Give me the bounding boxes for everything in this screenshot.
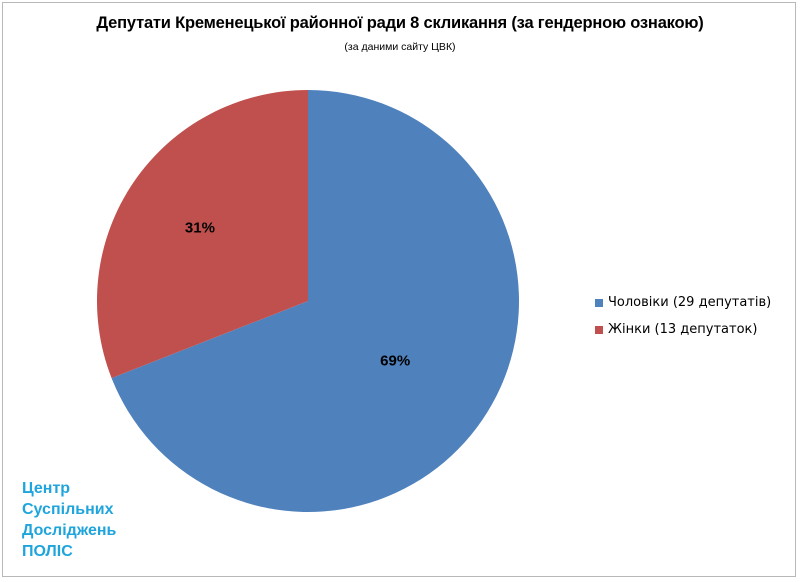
pie-slice-men — [111, 90, 520, 512]
pie-label-women: 31% — [185, 219, 215, 236]
pie-slice-women — [96, 90, 308, 379]
polis-watermark: Центр Суспільних Досліджень ПОЛІС — [22, 478, 116, 562]
pie-label-men: 69% — [380, 352, 410, 369]
chart-legend: Чоловіки (29 депутатів) Жінки (13 депута… — [595, 289, 771, 343]
legend-item-men: Чоловіки (29 депутатів) — [595, 289, 771, 316]
watermark-line-4: ПОЛІС — [22, 543, 73, 560]
chart-title: Депутати Кременецької районної ради 8 ск… — [96, 14, 704, 32]
legend-swatch-women — [595, 325, 603, 334]
watermark-line-1: Центр — [22, 480, 71, 497]
watermark-line-2: Суспільних — [22, 501, 114, 518]
chart-subtitle: (за даними сайту ЦВК) — [344, 41, 456, 53]
legend-label-women: Жінки (13 депутаток) — [608, 322, 758, 337]
watermark-line-3: Досліджень — [22, 522, 117, 539]
legend-swatch-men — [595, 298, 603, 307]
legend-label-men: Чоловіки (29 депутатів) — [608, 295, 772, 310]
legend-item-women: Жінки (13 депутаток) — [595, 316, 771, 343]
